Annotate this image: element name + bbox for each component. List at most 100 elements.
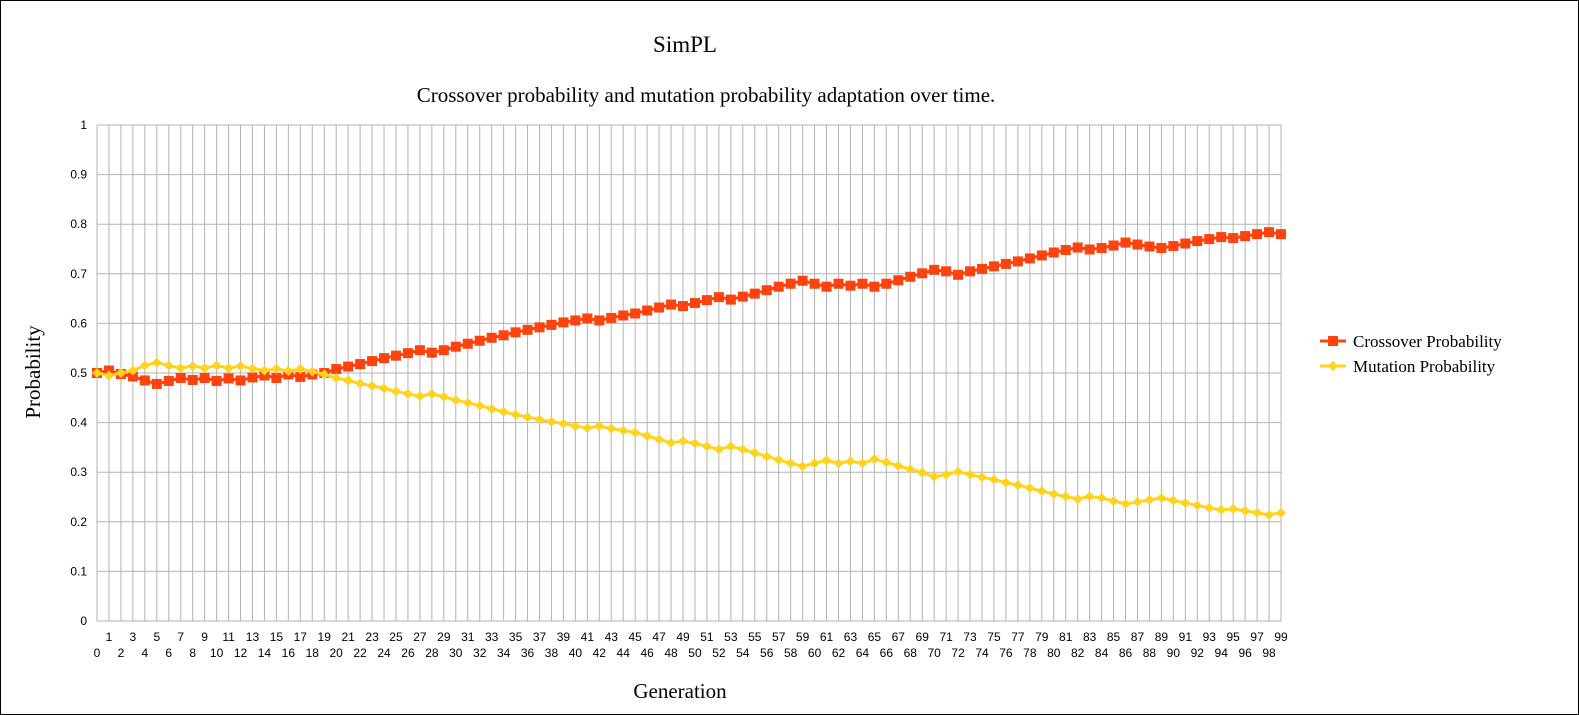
data-point (1108, 495, 1119, 506)
x-tick-label: 6 (165, 646, 172, 660)
data-point (1240, 231, 1251, 242)
data-point (355, 378, 366, 389)
data-point (187, 361, 198, 372)
data-point (343, 375, 354, 386)
data-point (1000, 477, 1011, 488)
data-point (402, 348, 413, 359)
x-tick-label: 1 (106, 630, 113, 644)
data-point (522, 324, 533, 335)
data-point (390, 386, 401, 397)
x-tick-label: 26 (401, 646, 415, 660)
data-point (773, 281, 784, 292)
data-point (630, 308, 641, 319)
x-tick-label: 81 (1059, 630, 1073, 644)
x-tick-label: 90 (1167, 646, 1181, 660)
data-point (977, 263, 988, 274)
data-point (247, 363, 258, 374)
data-point (355, 359, 366, 370)
x-tick-label: 24 (377, 646, 391, 660)
data-point (474, 400, 485, 411)
data-point (1168, 241, 1179, 252)
data-point (881, 457, 892, 468)
data-point (821, 455, 832, 466)
y-tick-label: 0.1 (70, 564, 87, 578)
x-tick-label: 31 (461, 630, 475, 644)
data-point (558, 418, 569, 429)
data-point (1036, 250, 1047, 261)
series-mutation (92, 357, 1286, 520)
data-point (103, 370, 114, 381)
x-tick-label: 13 (246, 630, 260, 644)
data-point (701, 295, 712, 306)
data-point (570, 421, 581, 432)
data-point (857, 458, 868, 469)
data-point (426, 347, 437, 358)
data-point (761, 451, 772, 462)
x-tick-label: 12 (234, 646, 248, 660)
data-point (869, 454, 880, 465)
x-tick-label: 30 (449, 646, 463, 660)
data-point (127, 365, 138, 376)
data-point (379, 383, 390, 394)
x-tick-label: 62 (832, 646, 846, 660)
x-tick-label: 25 (389, 630, 403, 644)
x-tick-label: 4 (141, 646, 148, 660)
x-tick-label: 75 (987, 630, 1001, 644)
x-tick-label: 33 (485, 630, 499, 644)
data-point (773, 454, 784, 465)
data-point (367, 356, 378, 367)
data-point (235, 375, 246, 386)
x-tick-label: 69 (916, 630, 930, 644)
y-tick-label: 0.8 (70, 217, 87, 231)
x-tick-label: 53 (724, 630, 738, 644)
data-point (977, 472, 988, 483)
data-point (438, 391, 449, 402)
data-point (833, 278, 844, 289)
data-point (534, 322, 545, 333)
x-tick-label: 50 (688, 646, 702, 660)
data-point (450, 341, 461, 352)
data-point (486, 403, 497, 414)
x-tick-label: 84 (1095, 646, 1109, 660)
data-point (187, 374, 198, 385)
data-point (893, 460, 904, 471)
data-point (319, 369, 330, 380)
data-point (905, 464, 916, 475)
x-tick-label: 89 (1155, 630, 1169, 644)
data-point (498, 330, 509, 341)
data-point (642, 305, 653, 316)
data-point (1120, 498, 1131, 509)
chart-title: SimPL (653, 32, 717, 57)
x-tick-label: 82 (1071, 646, 1085, 660)
data-point (331, 372, 342, 383)
data-point (929, 471, 940, 482)
data-point (426, 388, 437, 399)
data-point (570, 315, 581, 326)
data-point (367, 380, 378, 391)
x-tick-label: 41 (581, 630, 595, 644)
data-point (594, 421, 605, 432)
x-tick-label: 86 (1119, 646, 1133, 660)
data-point (1192, 236, 1203, 247)
x-tick-label: 20 (330, 646, 344, 660)
legend-marker (1328, 336, 1338, 346)
x-tick-label: 22 (353, 646, 367, 660)
data-point (630, 427, 641, 438)
data-point (1024, 253, 1035, 264)
y-tick-label: 1 (80, 118, 87, 132)
x-tick-label: 18 (306, 646, 320, 660)
data-point (1216, 504, 1227, 515)
series-line (96, 230, 1282, 386)
data-point (988, 261, 999, 272)
data-point (1000, 258, 1011, 269)
data-point (809, 278, 820, 289)
x-tick-label: 29 (437, 630, 451, 644)
data-point (869, 281, 880, 292)
data-point (1060, 491, 1071, 502)
data-point (785, 458, 796, 469)
x-tick-label: 65 (868, 630, 882, 644)
x-tick-label: 88 (1143, 646, 1157, 660)
data-point (1024, 483, 1035, 494)
x-tick-label: 5 (153, 630, 160, 644)
